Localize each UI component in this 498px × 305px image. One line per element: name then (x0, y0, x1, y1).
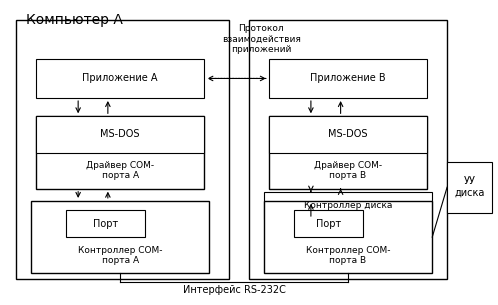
Text: Драйвер СОМ-
порта В: Драйвер СОМ- порта В (314, 161, 382, 180)
Bar (269, 59, 427, 98)
Text: MS-DOS: MS-DOS (101, 129, 140, 139)
Text: Контроллер СОМ-
порта В: Контроллер СОМ- порта В (306, 246, 390, 265)
Bar (36, 59, 205, 98)
Text: Приложение А: Приложение А (83, 74, 158, 84)
Text: УУ
диска: УУ диска (454, 177, 485, 198)
Text: Компьютер А: Компьютер А (26, 13, 123, 27)
Bar (447, 162, 492, 213)
Bar (269, 116, 427, 189)
Bar (293, 210, 363, 237)
Bar (249, 20, 447, 279)
Text: Контроллер диска: Контроллер диска (304, 201, 392, 210)
Text: Драйвер СОМ-
порта А: Драйвер СОМ- порта А (86, 161, 154, 180)
Bar (264, 201, 432, 273)
Bar (269, 116, 427, 152)
Text: Порт: Порт (316, 218, 341, 228)
Text: MS-DOS: MS-DOS (328, 129, 368, 139)
Bar (264, 192, 432, 219)
Bar (36, 116, 205, 152)
Text: Протокол
взаимодействия
приложений: Протокол взаимодействия приложений (222, 24, 301, 54)
Text: Порт: Порт (93, 218, 118, 228)
Bar (16, 20, 229, 279)
Text: Приложение В: Приложение В (310, 74, 386, 84)
Bar (36, 116, 205, 189)
Bar (31, 201, 209, 273)
Text: Интерфейс RS-232C: Интерфейс RS-232C (183, 285, 285, 295)
Text: Контроллер СОМ-
порта А: Контроллер СОМ- порта А (78, 246, 162, 265)
Bar (66, 210, 145, 237)
